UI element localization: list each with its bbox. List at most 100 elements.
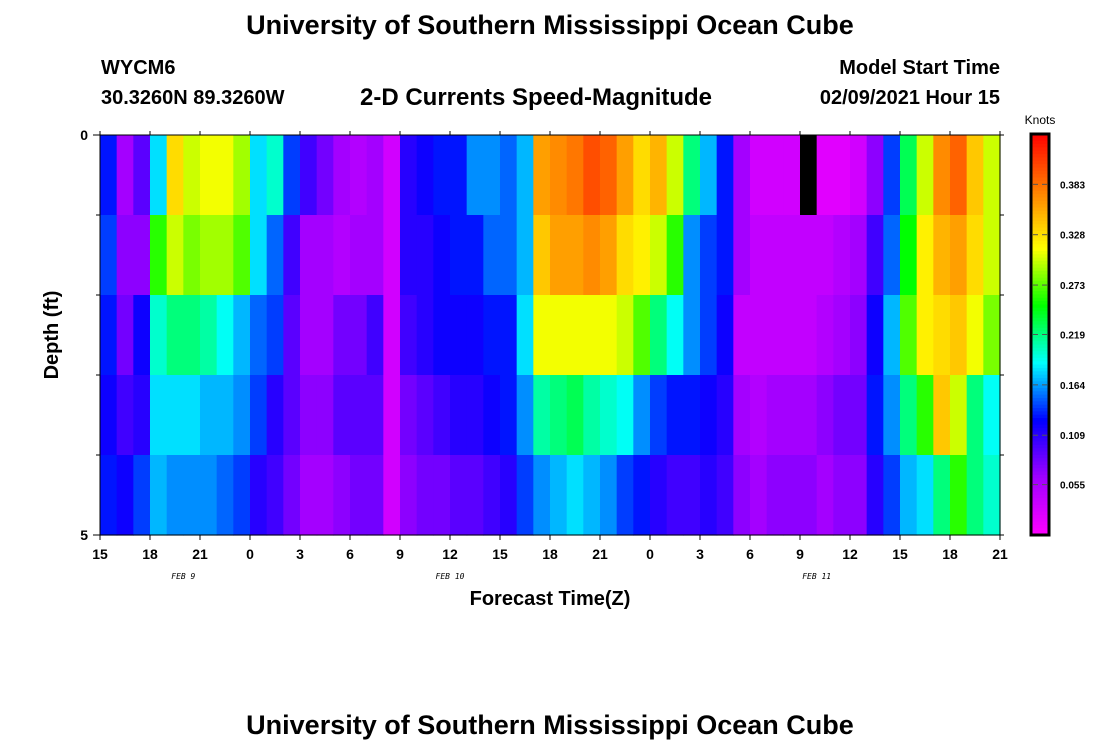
colorbar-segment xyxy=(1031,468,1049,473)
colorbar-segment xyxy=(1031,397,1049,402)
heatmap-cell xyxy=(583,215,601,296)
heatmap-cell xyxy=(300,215,318,296)
x-tick-label: 18 xyxy=(542,546,558,562)
colorbar-segment xyxy=(1031,401,1049,406)
colorbar-segment xyxy=(1031,154,1049,158)
heatmap-cell xyxy=(633,295,651,376)
colorbar-segment xyxy=(1031,197,1049,202)
colorbar-tick-label: 0.383 xyxy=(1060,180,1085,191)
heatmap-cell xyxy=(250,455,268,536)
heatmap-cell xyxy=(516,295,534,376)
colorbar-segment xyxy=(1031,317,1049,322)
heatmap-cell xyxy=(800,295,818,376)
colorbar-segment xyxy=(1031,484,1049,489)
heatmap-cell xyxy=(966,135,984,216)
heatmap-cell xyxy=(616,215,634,296)
heatmap-cell xyxy=(983,215,1001,296)
heatmap-cell xyxy=(700,295,718,376)
heatmap-cell xyxy=(466,295,484,376)
heatmap-cell xyxy=(850,215,868,296)
heatmap-cell xyxy=(466,375,484,456)
colorbar-segment xyxy=(1031,384,1049,389)
heatmap-cell xyxy=(233,135,251,216)
page-title: University of Southern Mississippi Ocean… xyxy=(246,10,854,40)
colorbar-segment xyxy=(1031,394,1049,399)
heatmap-cell xyxy=(266,455,284,536)
heatmap-cell xyxy=(700,215,718,296)
heatmap-cell xyxy=(400,375,418,456)
heatmap-cell xyxy=(866,215,884,296)
colorbar-segment xyxy=(1031,174,1049,179)
heatmap-cell xyxy=(766,135,784,216)
heatmap-cell xyxy=(300,135,318,216)
heatmap-cell xyxy=(366,455,384,536)
heatmap-cell xyxy=(650,455,668,536)
colorbar-segment xyxy=(1031,184,1049,189)
heatmap-cell xyxy=(883,455,901,536)
heatmap-cell xyxy=(116,455,134,536)
colorbar-segment xyxy=(1031,491,1049,496)
heatmap-cell xyxy=(333,295,351,376)
x-tick-label: 18 xyxy=(142,546,158,562)
heatmap-cell xyxy=(600,135,618,216)
colorbar-tick-label: 0.109 xyxy=(1060,431,1085,442)
heatmap-cell xyxy=(216,295,234,376)
colorbar-segment xyxy=(1031,428,1049,433)
heatmap-cell xyxy=(766,455,784,536)
heatmap-cell xyxy=(800,215,818,296)
heatmap-cell xyxy=(900,215,918,296)
station-coordinates: 30.3260N 89.3260W xyxy=(101,87,285,109)
heatmap-cell xyxy=(883,375,901,456)
x-tick-label: 6 xyxy=(746,546,754,562)
heatmap-cell xyxy=(866,135,884,216)
date-label: FEB 10 xyxy=(436,572,465,581)
heatmap-cell xyxy=(283,455,301,536)
colorbar-segment xyxy=(1031,464,1049,469)
heatmap-cell xyxy=(783,455,801,536)
heatmap-cell xyxy=(216,375,234,456)
heatmap-cell xyxy=(616,455,634,536)
heatmap-cell xyxy=(933,215,951,296)
heatmap-cell xyxy=(116,375,134,456)
heatmap-cell xyxy=(900,455,918,536)
heatmap-cell xyxy=(433,455,451,536)
heatmap-cell xyxy=(183,295,201,376)
model-start-label: Model Start Time xyxy=(839,57,1000,79)
heatmap-cell xyxy=(483,135,501,216)
heatmap-cell xyxy=(533,455,551,536)
heatmap-cell xyxy=(733,135,751,216)
heatmap-cell xyxy=(550,295,568,376)
y-tick-label: 5 xyxy=(80,527,88,543)
colorbar-segment xyxy=(1031,240,1049,245)
colorbar-segment xyxy=(1031,367,1049,372)
colorbar-segment xyxy=(1031,347,1049,352)
colorbar-tick-label: 0.055 xyxy=(1060,481,1085,492)
heatmap-cell xyxy=(950,455,968,536)
colorbar-segment xyxy=(1031,387,1049,392)
heatmap-cell xyxy=(850,455,868,536)
colorbar-segment xyxy=(1031,327,1049,332)
heatmap-cell xyxy=(333,375,351,456)
heatmap-cell xyxy=(550,375,568,456)
heatmap-cell xyxy=(950,135,968,216)
heatmap-cell xyxy=(450,215,468,296)
colorbar-segment xyxy=(1031,307,1049,312)
heatmap-cell xyxy=(733,455,751,536)
heatmap-cell xyxy=(566,135,584,216)
colorbar-segment xyxy=(1031,180,1049,185)
colorbar-segment xyxy=(1031,284,1049,289)
heatmap-cell xyxy=(816,135,834,216)
colorbar-segment xyxy=(1031,244,1049,249)
heatmap-cell xyxy=(150,215,168,296)
colorbar-segment xyxy=(1031,267,1049,272)
heatmap-cell xyxy=(316,455,334,536)
heatmap-cell xyxy=(400,215,418,296)
heatmap-cell xyxy=(383,295,401,376)
heatmap-cell xyxy=(650,375,668,456)
colorbar-segment xyxy=(1031,357,1049,362)
heatmap-cell xyxy=(600,375,618,456)
heatmap-cell xyxy=(950,375,968,456)
heatmap-cell xyxy=(150,375,168,456)
heatmap-cell xyxy=(566,375,584,456)
heatmap-cell xyxy=(883,135,901,216)
